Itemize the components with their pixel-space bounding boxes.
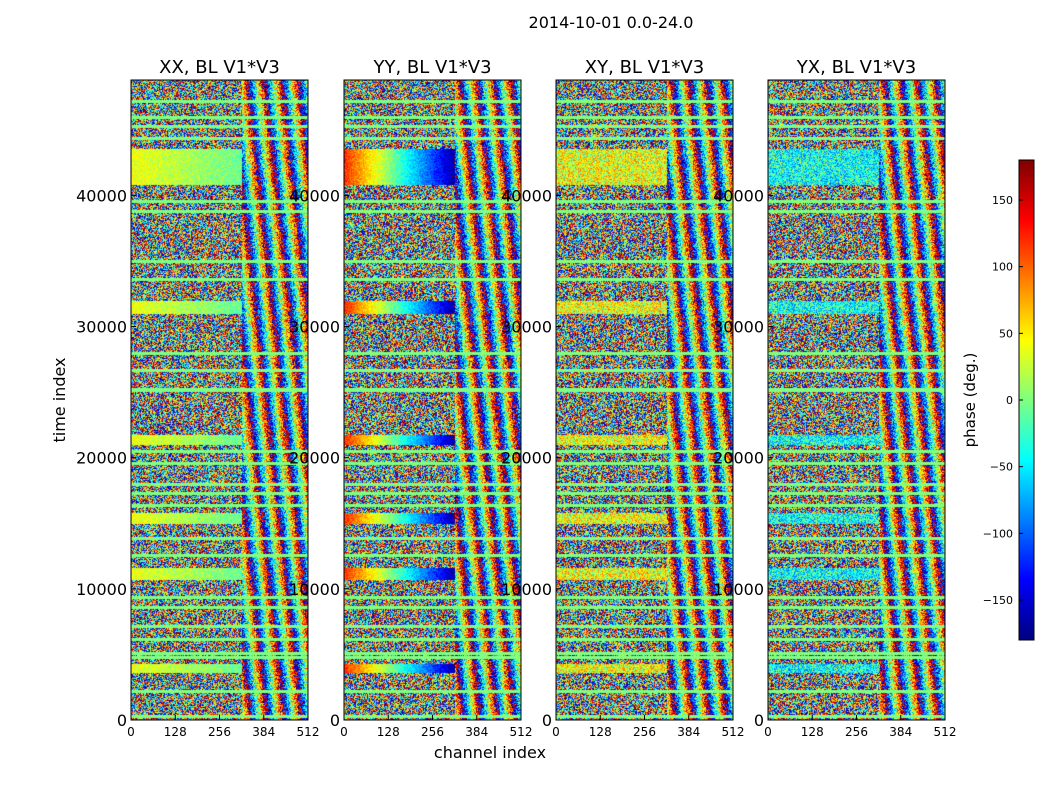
x-tick-label: 0 [764, 725, 772, 739]
colorbar-tick-label: 50 [999, 327, 1013, 340]
y-tick-label: 20000 [76, 449, 127, 468]
heatmap-yx [768, 80, 945, 720]
y-tick-label: 40000 [713, 186, 764, 205]
x-tick-label: 128 [801, 725, 824, 739]
panel-yx: YX, BL V1*V3 0 10000 20000 30000 40000 0 128 256… [713, 57, 956, 739]
y-tick-label: 40000 [501, 186, 552, 205]
y-tick-label: 40000 [76, 186, 127, 205]
y-tick-label: 10000 [713, 580, 764, 599]
y-axis-label: time index [50, 357, 69, 442]
colorbar-tick-label: 0 [1006, 394, 1013, 407]
x-tick-label: 384 [252, 725, 275, 739]
y-tick-label: 30000 [713, 318, 764, 337]
heatmap-xy [556, 80, 733, 720]
x-tick-label: 256 [845, 725, 868, 739]
colorbar-tick-label: 150 [992, 194, 1013, 207]
x-tick-label: 512 [510, 725, 533, 739]
y-tick-label: 30000 [76, 318, 127, 337]
y-tick-label: 40000 [289, 186, 340, 205]
panel-xy: XY, BL V1*V3 0 10000 20000 30000 40000 0 128 256… [501, 57, 744, 739]
colorbar-tick-label: −150 [983, 594, 1013, 607]
figure-suptitle: 2014-10-01 0.0-24.0 [529, 13, 694, 32]
y-tick-label: 0 [117, 711, 127, 730]
x-tick-label: 512 [297, 725, 320, 739]
x-tick-label: 0 [340, 725, 348, 739]
x-tick-label: 384 [677, 725, 700, 739]
y-tick-label: 0 [542, 711, 552, 730]
y-tick-label: 30000 [289, 318, 340, 337]
x-tick-label: 256 [208, 725, 231, 739]
y-tick-label: 0 [754, 711, 764, 730]
y-tick-label: 10000 [76, 580, 127, 599]
x-tick-label: 128 [589, 725, 612, 739]
panel-title: XY, BL V1*V3 [585, 57, 704, 78]
x-tick-label: 512 [934, 725, 957, 739]
x-tick-label: 256 [633, 725, 656, 739]
colorbar-tick-label: −50 [990, 461, 1013, 474]
panels-group: XX, BL V1*V3 0 10000 20000 30000 40000 0 128 256… [76, 57, 956, 739]
y-tick-label: 20000 [289, 449, 340, 468]
colorbar-gradient [1019, 160, 1034, 640]
y-tick-label: 10000 [501, 580, 552, 599]
colorbar-tick-label: 100 [992, 261, 1013, 274]
y-tick-label: 30000 [501, 318, 552, 337]
x-tick-label: 0 [127, 725, 135, 739]
panel-title: YY, BL V1*V3 [372, 57, 491, 78]
x-tick-label: 512 [722, 725, 745, 739]
y-tick-label: 20000 [713, 449, 764, 468]
colorbar-label: phase (deg.) [961, 353, 979, 448]
colorbar-tick-label: −100 [983, 527, 1013, 540]
panel-xx: XX, BL V1*V3 0 10000 20000 30000 40000 0 128 256… [76, 57, 319, 739]
x-tick-label: 0 [552, 725, 560, 739]
heatmap-yy [344, 80, 521, 720]
panel-title: XX, BL V1*V3 [159, 57, 280, 78]
y-tick-label: 0 [330, 711, 340, 730]
y-tick-label: 20000 [501, 449, 552, 468]
colorbar: −150 −100 −50 0 50 100 150 [983, 159, 1035, 641]
panel-yy: YY, BL V1*V3 0 10000 20000 30000 40000 0 128 256… [289, 57, 532, 739]
panel-title: YX, BL V1*V3 [796, 57, 916, 78]
x-tick-label: 256 [421, 725, 444, 739]
y-tick-label: 10000 [289, 580, 340, 599]
x-tick-label: 384 [889, 725, 912, 739]
x-axis-label: channel index [434, 743, 546, 762]
x-tick-label: 128 [164, 725, 187, 739]
heatmap-xx [131, 80, 308, 720]
x-tick-label: 128 [377, 725, 400, 739]
x-tick-label: 384 [465, 725, 488, 739]
